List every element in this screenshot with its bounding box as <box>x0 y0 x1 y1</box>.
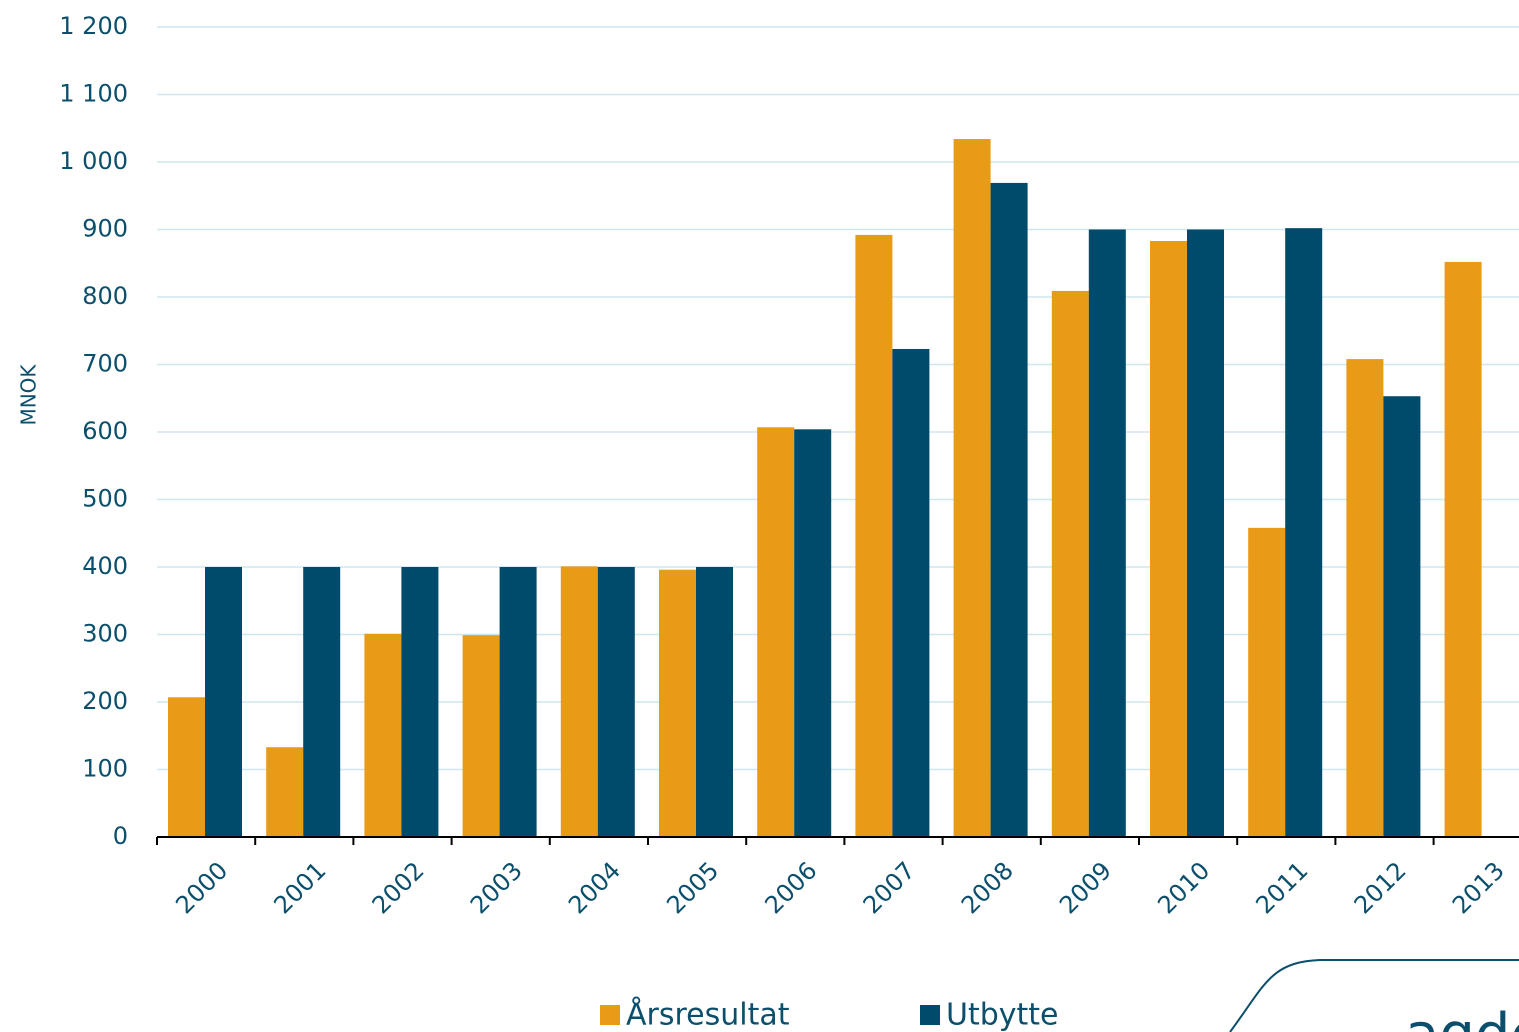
bar <box>462 635 500 837</box>
bar <box>499 567 537 837</box>
y-tick-label: 1 000 <box>59 147 128 175</box>
bar <box>757 427 795 837</box>
y-tick-label: 500 <box>82 485 128 513</box>
bar <box>1187 229 1224 837</box>
bar <box>855 234 893 837</box>
bar <box>364 633 402 837</box>
bar <box>990 182 1028 838</box>
y-tick-label: 0 <box>113 822 128 850</box>
bar <box>1285 228 1323 837</box>
x-tick-label: 2011 <box>1251 856 1314 919</box>
bar <box>1383 396 1421 837</box>
x-tick-label: 2005 <box>661 856 724 919</box>
bar <box>1346 359 1384 837</box>
y-tick-label: 700 <box>82 350 128 378</box>
bar <box>168 697 205 837</box>
x-tick-label: 2012 <box>1349 856 1412 919</box>
y-tick-label: 900 <box>82 215 128 243</box>
y-tick-label: 400 <box>82 552 128 580</box>
logo: agder <box>1405 1002 1519 1032</box>
y-tick-label: 1 100 <box>59 80 128 108</box>
bar <box>401 567 439 837</box>
x-tick-label: 2007 <box>858 856 921 919</box>
bar <box>659 569 696 837</box>
bar <box>205 567 242 837</box>
x-tick-label: 2009 <box>1054 856 1117 919</box>
bar <box>1088 229 1126 837</box>
x-tick-label: 2004 <box>563 856 626 919</box>
legend-label: Årsresultat <box>626 997 790 1032</box>
bar <box>953 139 991 838</box>
bar <box>1248 527 1286 837</box>
x-tick-label: 2008 <box>956 856 1019 919</box>
y-tick-label: 100 <box>82 755 128 783</box>
bar <box>266 747 304 837</box>
bar <box>892 348 930 837</box>
x-tick-label: 2013 <box>1447 856 1510 919</box>
bar <box>597 567 635 837</box>
bar <box>1150 240 1187 838</box>
legend-swatch <box>600 1005 620 1025</box>
x-tick-label: 2006 <box>760 856 823 919</box>
x-tick-label: 2003 <box>465 856 528 919</box>
bar <box>1444 261 1482 837</box>
bar <box>560 566 598 837</box>
bar <box>696 567 733 837</box>
y-tick-label: 300 <box>82 620 128 648</box>
x-tick-label: 2000 <box>170 856 233 919</box>
logo-curve <box>1229 959 1519 1032</box>
y-tick-label: 800 <box>82 282 128 310</box>
bar <box>303 567 341 837</box>
x-tick-label: 2002 <box>367 856 430 919</box>
bar <box>1051 290 1089 837</box>
y-tick-label: 1 200 <box>59 12 128 40</box>
x-tick-label: 2001 <box>269 856 332 919</box>
y-tick-label: 600 <box>82 417 128 445</box>
bar <box>794 429 832 837</box>
y-axis-label: MNOK <box>17 364 41 426</box>
y-tick-label: 200 <box>82 687 128 715</box>
legend-swatch <box>920 1005 940 1025</box>
x-tick-label: 2010 <box>1152 856 1215 919</box>
legend-label: Utbytte <box>946 998 1059 1032</box>
